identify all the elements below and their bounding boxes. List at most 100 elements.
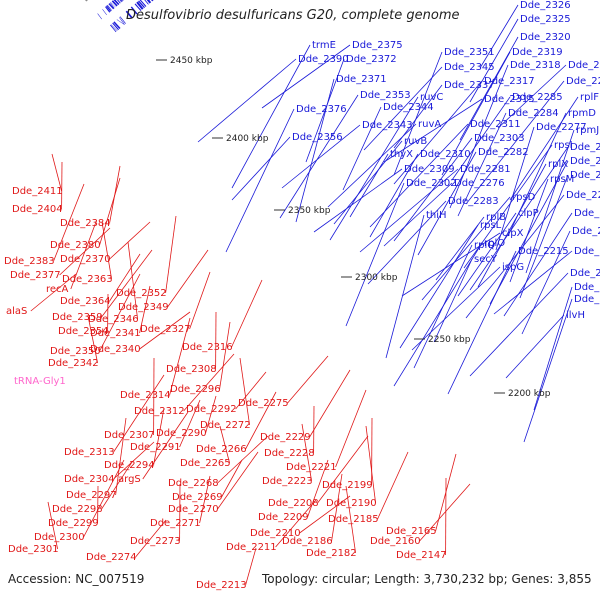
gene-label: Dde_2187 [570,268,600,279]
gene-label: Dde_2313 [64,447,115,458]
label-connector [329,96,419,241]
label-connector [489,160,569,305]
gene-label: rpsL [480,220,502,231]
gene-label: Dde_2325 [520,14,571,25]
label-connector [245,547,257,586]
gene-label: thyX [390,149,413,160]
gene-label: Dde_2281 [460,164,511,175]
label-connector [317,435,369,504]
label-connector [109,221,151,260]
gene-labels: Dde_2326 Dde_2325 Dde_2320 Dde_2319 trmE Dde_… [4,0,600,591]
label-connector [287,355,329,404]
label-connector [399,224,479,349]
gene-label: Dde_2265 [180,458,231,469]
label-connector [313,168,403,233]
gene-label: rpmD [568,108,596,119]
gene-label: Dde_2276 [454,178,505,189]
gene-label: Dde_2191 [574,246,600,257]
gene-label: Dde_2341 [90,328,141,339]
gene-label: Dde_2228 [264,448,315,459]
gene-label: Dde_2316 [182,342,233,353]
label-connector [333,140,403,225]
gene-label: Dde_2298 [52,504,103,515]
label-connector [463,144,553,269]
gene-label: trmE [312,40,336,51]
gene-label: Dde_2272 [200,420,251,431]
feature-block [138,0,145,9]
gene-label: Dde_2185 [328,514,379,525]
feature-block [111,0,118,7]
label-connector [127,241,138,320]
label-connector [383,98,483,163]
gene-label: rpsD [512,192,536,203]
label-connector [345,485,356,554]
label-connector [465,80,565,205]
gene-label: Dde_2147 [396,550,447,561]
label-connector [70,221,97,290]
gene-label: Dde_2213 [196,580,247,591]
label-connector [197,58,297,143]
gene-label: Dde_2314 [120,390,171,401]
gene-label: Dde_2209 [258,512,309,523]
gene-label: secY [474,254,498,265]
label-connector [457,112,507,217]
label-connector [449,64,509,209]
gene-label: Dde_2211 [226,542,277,553]
gene-label: Dde_2270 [168,504,219,515]
label-connector [53,183,85,262]
gene-label: Dde_2218 [570,170,600,181]
label-connector [433,258,473,343]
label-connector [331,473,343,542]
gene-label: Dde_2380 [50,240,101,251]
label-connector [231,44,311,189]
label-connector [393,137,473,242]
gene-label: ruvA [418,119,441,130]
label-connector [457,212,517,297]
label-connector [342,106,382,191]
label-connector [363,66,443,151]
feature-block [139,0,147,7]
gene-label: Dde_2356 [292,132,343,143]
gene-label: clpP [518,208,539,219]
gene-label: Dde_2320 [520,32,571,43]
gene-label: Dde_2342 [48,358,99,369]
label-connector [421,196,511,301]
gene-label: Dde_2377 [10,270,61,281]
gene-label: Dde_2297 [66,490,117,501]
label-connector [30,273,77,312]
gene-label: Dde_2376 [296,104,347,115]
label-connector [235,371,267,410]
gene-label: Dde_2327 [140,324,191,335]
gene-label: Dde_2404 [12,204,63,215]
label-connector [217,435,269,484]
gene-label: Dde_2337 [444,80,495,91]
scale-label: 2200 kbp [508,389,551,399]
gene-label: Dde_2308 [166,364,217,375]
label-connector [307,459,329,518]
gene-label: Dde_2215 [518,246,569,257]
label-connector [497,64,567,129]
gene-label: ruvC [420,92,443,103]
label-connector [365,425,376,504]
map-title: Desulfovibrio desulfuricans G20, complet… [126,8,460,23]
label-connector [165,215,177,294]
label-connector [279,94,359,219]
gene-label: Dde_2282 [478,147,529,158]
label-connector [299,495,351,534]
label-connector [219,321,231,390]
gene-label: Dde_2300 [34,532,85,543]
label-connector [477,163,547,288]
label-connector [345,182,405,327]
gene-label: Dde_2318 [510,60,561,71]
label-connector [275,499,317,548]
gene-label: Dde_2370 [60,254,111,265]
label-connector [479,4,519,69]
gene-label: ilvH [566,310,585,321]
gene-label: Dde_2296 [170,384,221,395]
gene-label: Dde_2279 [566,76,600,87]
label-connector [393,51,443,176]
label-connector [393,242,483,387]
gene-label: Dde_2203 [574,208,600,219]
gene-label: Dde_2309 [404,164,455,175]
label-connector [493,250,573,315]
